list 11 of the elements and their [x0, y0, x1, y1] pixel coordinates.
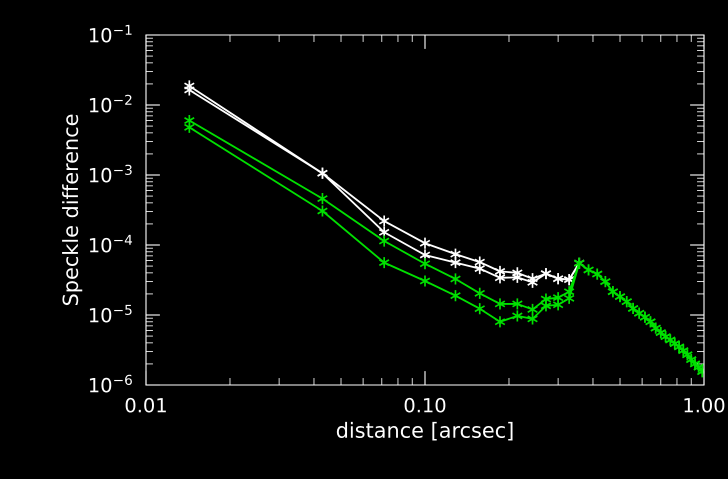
x-tick-label: 1.00 [684, 398, 724, 413]
x-tick-label: 0.01 [126, 398, 166, 413]
y-tick-label: 10$^{−3}$ [90, 164, 132, 183]
y-tick-label: 10$^{−1}$ [90, 24, 132, 43]
y-tick-label: 10$^{−4}$ [90, 234, 132, 253]
y-axis-title: Speckle difference [62, 114, 82, 306]
y-tick-label: 10$^{−5}$ [90, 304, 132, 323]
x-axis-title: distance [arcsec] [336, 422, 513, 440]
y-tick-label: 10$^{−2}$ [90, 94, 132, 113]
x-tick-label: 0.10 [404, 398, 446, 413]
y-tick-label: 10$^{−6}$ [90, 374, 132, 393]
